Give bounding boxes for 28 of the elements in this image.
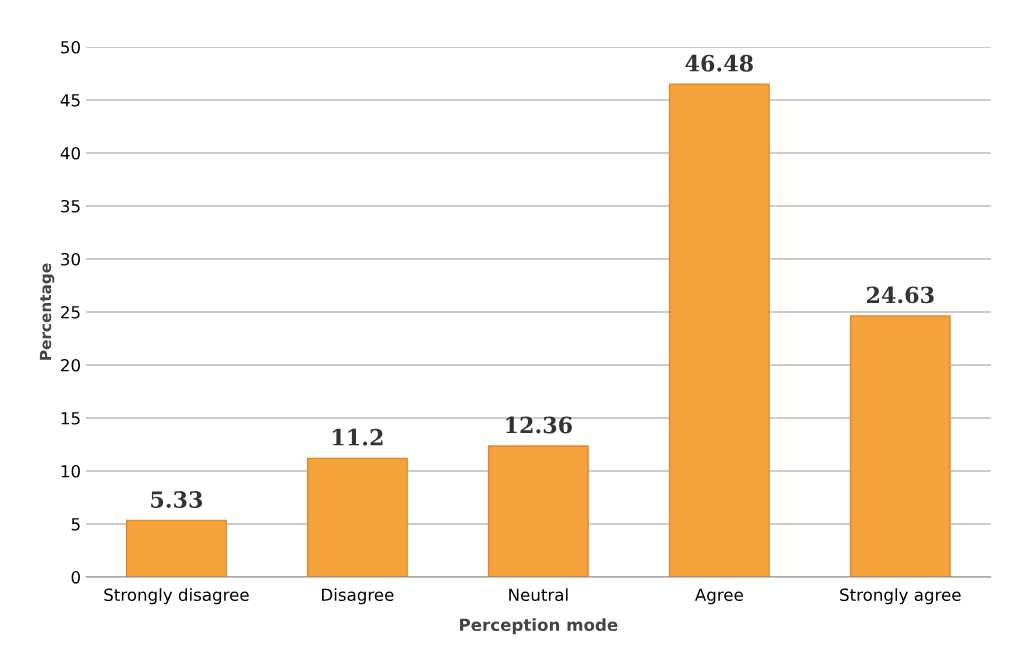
y-tick-label: 30 [61, 252, 80, 266]
y-tick-label: 10 [61, 465, 80, 478]
data-label: 5.33 [151, 491, 203, 508]
y-axis-title: Percentage [39, 263, 55, 360]
x-tick-label: Neutral [509, 588, 568, 602]
data-label: 12.36 [506, 416, 572, 434]
y-tick-label: 20 [61, 358, 80, 372]
bar [668, 83, 770, 578]
y-tick-label: 35 [61, 199, 80, 213]
x-axis-title: Perception mode [460, 618, 618, 635]
y-tick-label: 25 [61, 305, 80, 319]
bar [306, 457, 408, 578]
y-tick-label: 45 [60, 94, 80, 107]
x-tick-label: Disagree [322, 588, 394, 605]
bar [487, 445, 589, 578]
y-tick-label: 40 [60, 146, 80, 160]
x-tick-label: Agree [694, 588, 743, 605]
bar [125, 519, 227, 578]
y-tick-label: 0 [71, 571, 80, 584]
x-tick-label: Strongly disagree [104, 588, 249, 605]
y-tick-label: 5 [71, 518, 80, 531]
y-tick-label: 50 [61, 40, 80, 54]
bar [849, 315, 951, 578]
data-label: 11.2 [333, 428, 383, 446]
data-label: 46.48 [685, 54, 753, 72]
y-tick-label: 15 [61, 412, 80, 425]
x-tick-label: Strongly agree [840, 588, 961, 605]
data-label: 24.63 [866, 286, 934, 304]
